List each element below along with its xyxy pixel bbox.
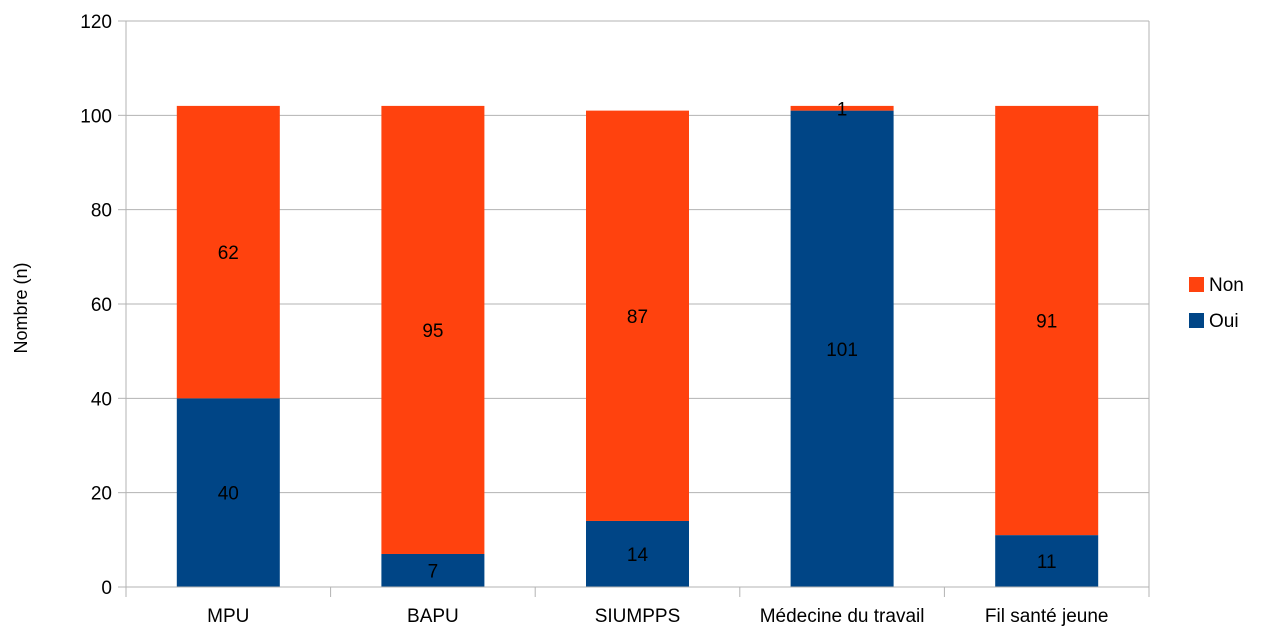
data-label-non: 95 [422,321,443,342]
x-category-labels: MPU BAPU SIUMPPS Médecine du travail Fil san… [207,606,1108,627]
bar-oui-1 [381,553,485,587]
data-label-non: 1 [837,99,848,120]
data-label-oui: 14 [627,545,649,566]
data-label-non: 87 [627,307,648,328]
data-label-oui: 7 [428,561,439,582]
y-tick-label: 40 [91,389,112,410]
y-tick-label: 100 [80,106,112,127]
x-category-label: MPU [207,606,249,627]
legend-swatch-oui [1189,313,1204,328]
legend-label-oui: Oui [1209,311,1239,332]
data-label-non: 62 [218,243,239,264]
data-label-oui: 11 [1037,552,1057,573]
bar-non-2 [586,110,689,521]
y-tick-label: 0 [101,578,112,599]
bar-non-0 [176,105,280,399]
bar-non-1 [381,105,485,554]
legend-label-non: Non [1209,275,1244,296]
legend-swatch-non [1189,277,1204,292]
bar-oui-4 [995,535,1099,587]
x-category-label: Fil santé jeune [985,606,1109,627]
data-label-oui: 40 [218,484,239,505]
y-tick-label: 20 [91,484,112,505]
y-tick-labels: 0 20 40 60 80 100 120 [80,12,112,599]
data-label-non: 91 [1036,312,1057,333]
bar-oui-0 [176,398,280,587]
bar-oui-2 [586,520,689,587]
bar-non-4 [995,105,1099,536]
y-tick-label: 80 [91,201,112,222]
data-label-oui: 101 [826,340,858,361]
y-axis-title: Nombre (n) [11,262,31,353]
bar-non-3 [790,105,894,111]
y-tick-label: 120 [80,12,112,33]
bar-oui-3 [790,110,894,587]
x-category-label: SIUMPPS [595,606,681,627]
y-tick-label: 60 [91,295,112,316]
x-category-label: Médecine du travail [760,606,925,627]
axes [125,21,1150,597]
bars [176,105,1099,587]
x-category-label: BAPU [407,606,459,627]
legend: Non Oui [1189,275,1244,332]
